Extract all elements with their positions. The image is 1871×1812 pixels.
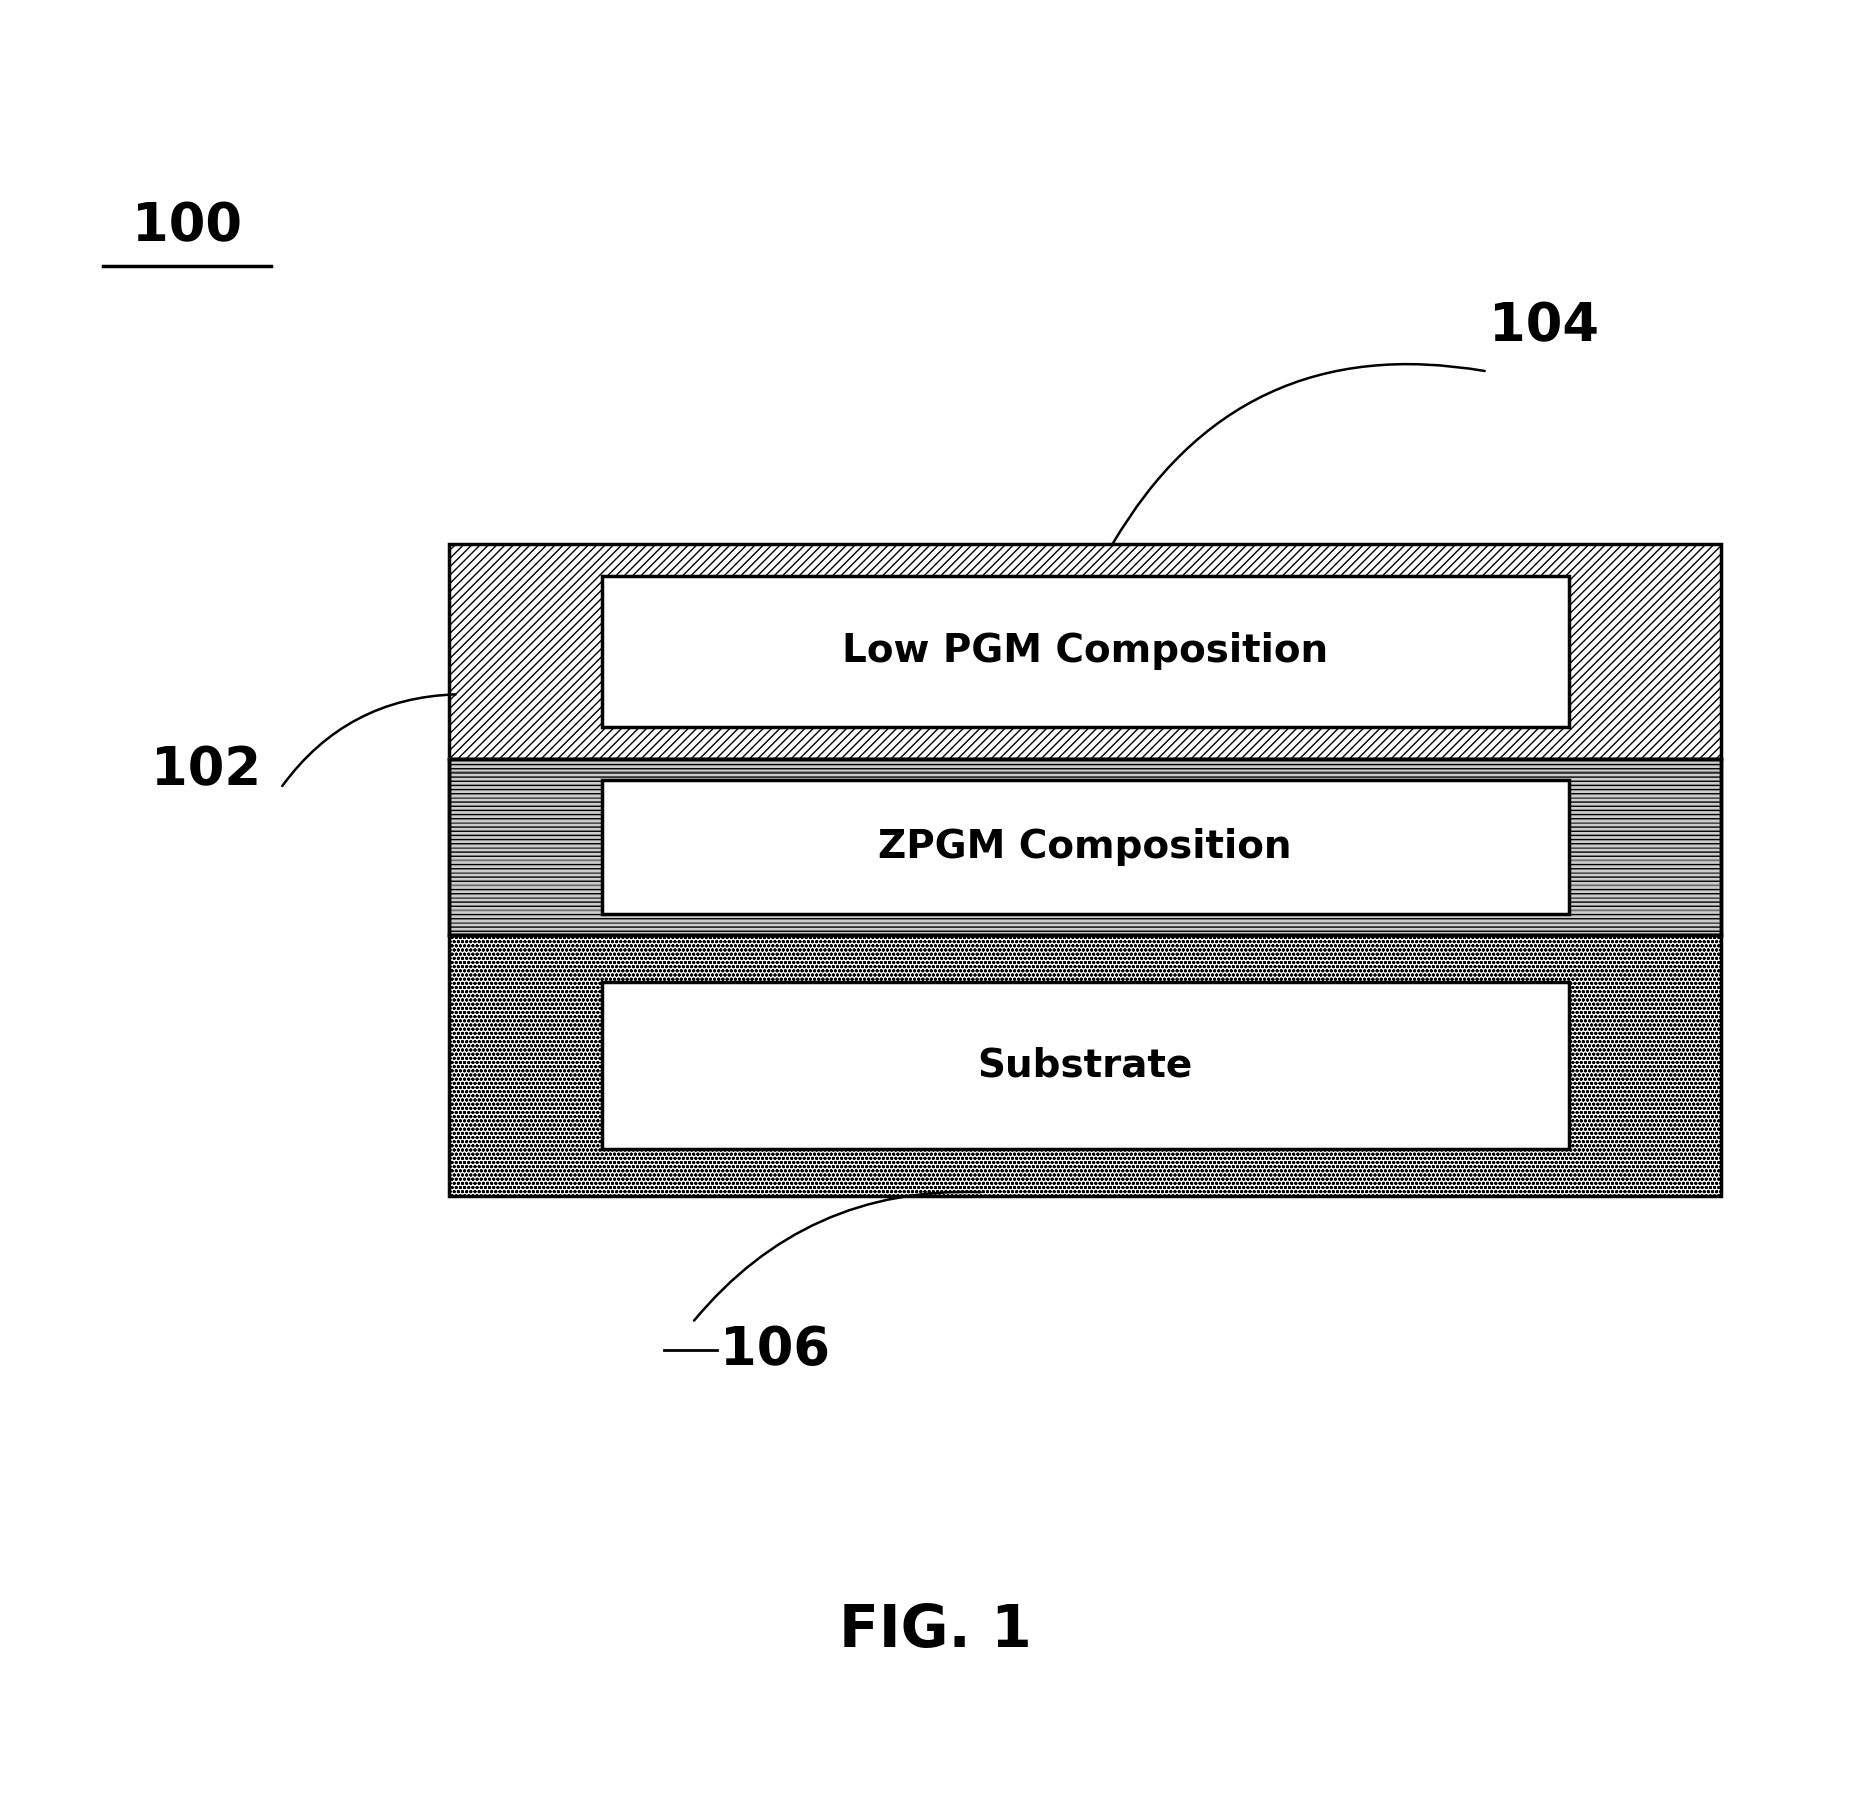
Text: 100: 100 [133, 201, 241, 252]
Text: 102: 102 [152, 745, 260, 795]
Bar [602, 779, 1568, 913]
Bar [449, 544, 1721, 759]
Text: FIG. 1: FIG. 1 [838, 1602, 1033, 1660]
Bar [449, 759, 1721, 935]
Text: Substrate: Substrate [977, 1047, 1194, 1084]
Bar [449, 759, 1721, 935]
Text: ZPGM Composition: ZPGM Composition [877, 828, 1293, 866]
Bar [602, 576, 1568, 727]
Bar [602, 982, 1568, 1149]
Bar [449, 935, 1721, 1196]
Text: 104: 104 [1489, 301, 1598, 352]
Text: Low PGM Composition: Low PGM Composition [842, 632, 1328, 670]
Text: 106: 106 [720, 1325, 831, 1375]
